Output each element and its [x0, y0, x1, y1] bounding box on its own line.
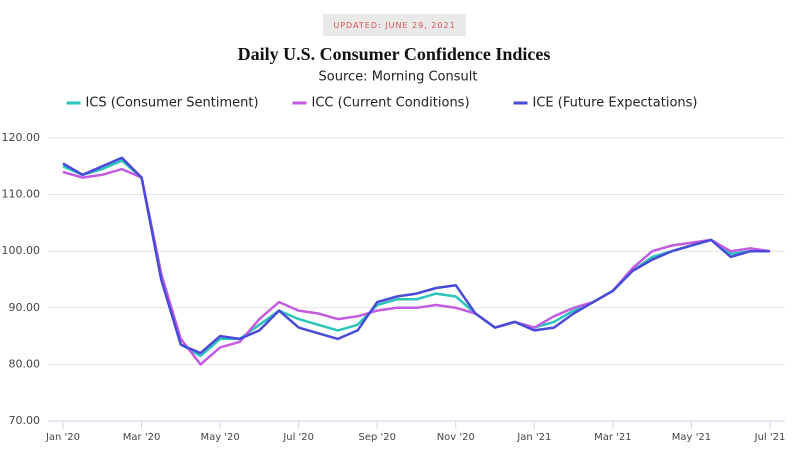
- legend-label: ICE (Future Expectations): [533, 96, 698, 111]
- x-tick-label: Jul '20: [282, 432, 314, 443]
- chart-subtitle: Source: Morning Consult: [319, 70, 478, 85]
- y-tick-label: 110.00: [2, 188, 41, 201]
- badge: UPDATED: JUNE 29, 2021: [333, 21, 455, 30]
- badge-box: [323, 14, 466, 36]
- x-tick-label: May '21: [672, 432, 711, 443]
- x-tick-label: Sep '20: [358, 432, 396, 443]
- legend-label: ICC (Current Conditions): [312, 96, 470, 111]
- x-tick-label: Mar '21: [594, 432, 632, 443]
- y-tick-label: 70.00: [9, 414, 41, 427]
- x-tick-label: Jan '20: [45, 432, 80, 443]
- series-line: [62, 156, 770, 355]
- chart-title: Daily U.S. Consumer Confidence Indices: [238, 44, 551, 64]
- y-tick-label: 80.00: [9, 357, 41, 370]
- x-tick-label: Nov '20: [437, 432, 475, 443]
- y-tick-label: 90.00: [9, 301, 41, 314]
- x-tick-label: Jan '21: [516, 432, 551, 443]
- x-tick-label: Mar '20: [123, 432, 161, 443]
- y-tick-label: 120.00: [2, 131, 41, 144]
- legend-label: ICS (Consumer Sentiment): [86, 96, 259, 111]
- series-line: [62, 167, 771, 366]
- x-tick-label: Jul '21: [754, 432, 786, 443]
- x-tick-label: May '20: [200, 432, 239, 443]
- y-tick-label: 100.00: [2, 244, 41, 257]
- series-line: [62, 159, 770, 358]
